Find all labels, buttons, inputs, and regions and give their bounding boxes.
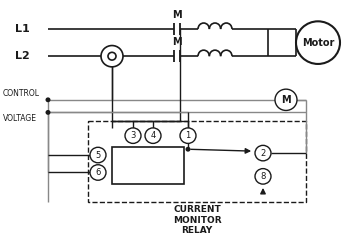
Circle shape (90, 147, 106, 163)
Circle shape (125, 128, 141, 143)
Text: CONTROL: CONTROL (3, 89, 40, 98)
Text: 4: 4 (150, 131, 156, 140)
Text: 5: 5 (95, 151, 101, 160)
Text: M: M (172, 10, 182, 20)
Bar (88, 121, 306, 201)
Circle shape (296, 21, 340, 64)
Text: M: M (172, 38, 182, 47)
Circle shape (185, 147, 190, 152)
Circle shape (275, 89, 297, 110)
Circle shape (180, 128, 196, 143)
Text: 6: 6 (95, 168, 101, 177)
Circle shape (145, 128, 161, 143)
Text: VOLTAGE: VOLTAGE (3, 114, 37, 123)
Text: CURRENT
MONITOR
RELAY: CURRENT MONITOR RELAY (173, 205, 221, 235)
Circle shape (255, 169, 271, 184)
Text: 3: 3 (130, 131, 136, 140)
Text: 1: 1 (185, 131, 191, 140)
Circle shape (90, 165, 106, 180)
Text: 8: 8 (260, 172, 266, 181)
Circle shape (255, 145, 271, 161)
Bar (112, 147, 184, 184)
Circle shape (45, 97, 50, 102)
Circle shape (101, 46, 123, 67)
Text: L2: L2 (15, 51, 30, 61)
Text: M: M (281, 95, 291, 105)
Text: L1: L1 (15, 24, 30, 34)
Circle shape (45, 110, 50, 115)
Circle shape (108, 52, 116, 60)
Text: Motor: Motor (302, 38, 334, 48)
Text: 2: 2 (260, 149, 266, 158)
